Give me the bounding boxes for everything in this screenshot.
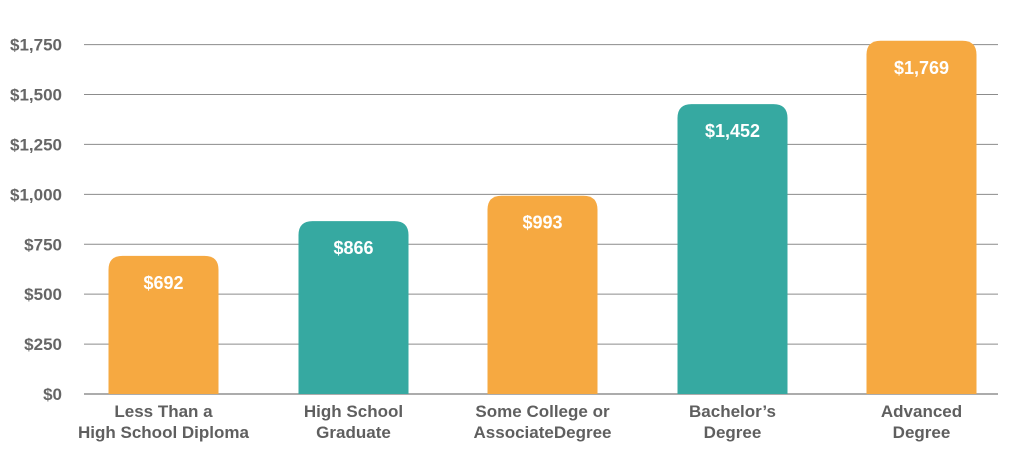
- x-category-label: Advanced Degree: [881, 402, 962, 442]
- bar-5: [866, 40, 977, 394]
- y-tick-label: $1,750: [10, 36, 62, 55]
- x-category-label-line: Advanced: [881, 402, 962, 421]
- x-category-label-line: High School Diploma: [78, 423, 249, 442]
- gridlines: [84, 44, 998, 395]
- x-category-label-line: Graduate: [316, 423, 391, 442]
- bars: [108, 40, 977, 394]
- y-tick-label: $1,250: [10, 135, 62, 154]
- y-tick-label: $0: [43, 385, 62, 404]
- x-category-label: Less Than a High School Diploma: [78, 402, 249, 442]
- x-category-label-line: Some College or: [475, 402, 610, 421]
- x-category-label-line: High School: [304, 402, 403, 421]
- bar-1: [108, 255, 219, 394]
- bar-2: [298, 221, 409, 394]
- y-axis-tick-labels: $0 $250 $500 $750 $1,000 $1,250 $1,500 $1,750: [10, 36, 62, 404]
- x-category-label: Some College or AssociateDegree: [474, 402, 612, 442]
- bar-value-label: $692: [143, 273, 183, 293]
- x-category-label: High School Graduate: [304, 402, 403, 442]
- x-category-label-line: Bachelor’s: [689, 402, 776, 421]
- y-tick-label: $500: [24, 285, 62, 304]
- bar-3: [487, 195, 598, 394]
- x-category-label-line: Less Than a: [114, 402, 213, 421]
- bar-value-label: $1,769: [894, 58, 949, 78]
- x-category-label-line: AssociateDegree: [474, 423, 612, 442]
- bar-value-label: $993: [522, 213, 562, 233]
- x-category-label-line: Degree: [893, 423, 951, 442]
- bar-value-label: $866: [333, 238, 373, 258]
- bar-value-labels: $692 $866 $993 $1,452 $1,769: [143, 58, 949, 293]
- y-tick-label: $250: [24, 335, 62, 354]
- bar-4: [677, 104, 788, 394]
- y-tick-label: $1,000: [10, 185, 62, 204]
- x-axis-category-labels: Less Than a High School Diploma High Schoo…: [78, 402, 962, 442]
- bar-value-label: $1,452: [705, 121, 760, 141]
- x-category-label: Bachelor’s Degree: [689, 402, 776, 442]
- y-tick-label: $1,500: [10, 86, 62, 105]
- y-tick-label: $750: [24, 235, 62, 254]
- x-category-label-line: Degree: [704, 423, 762, 442]
